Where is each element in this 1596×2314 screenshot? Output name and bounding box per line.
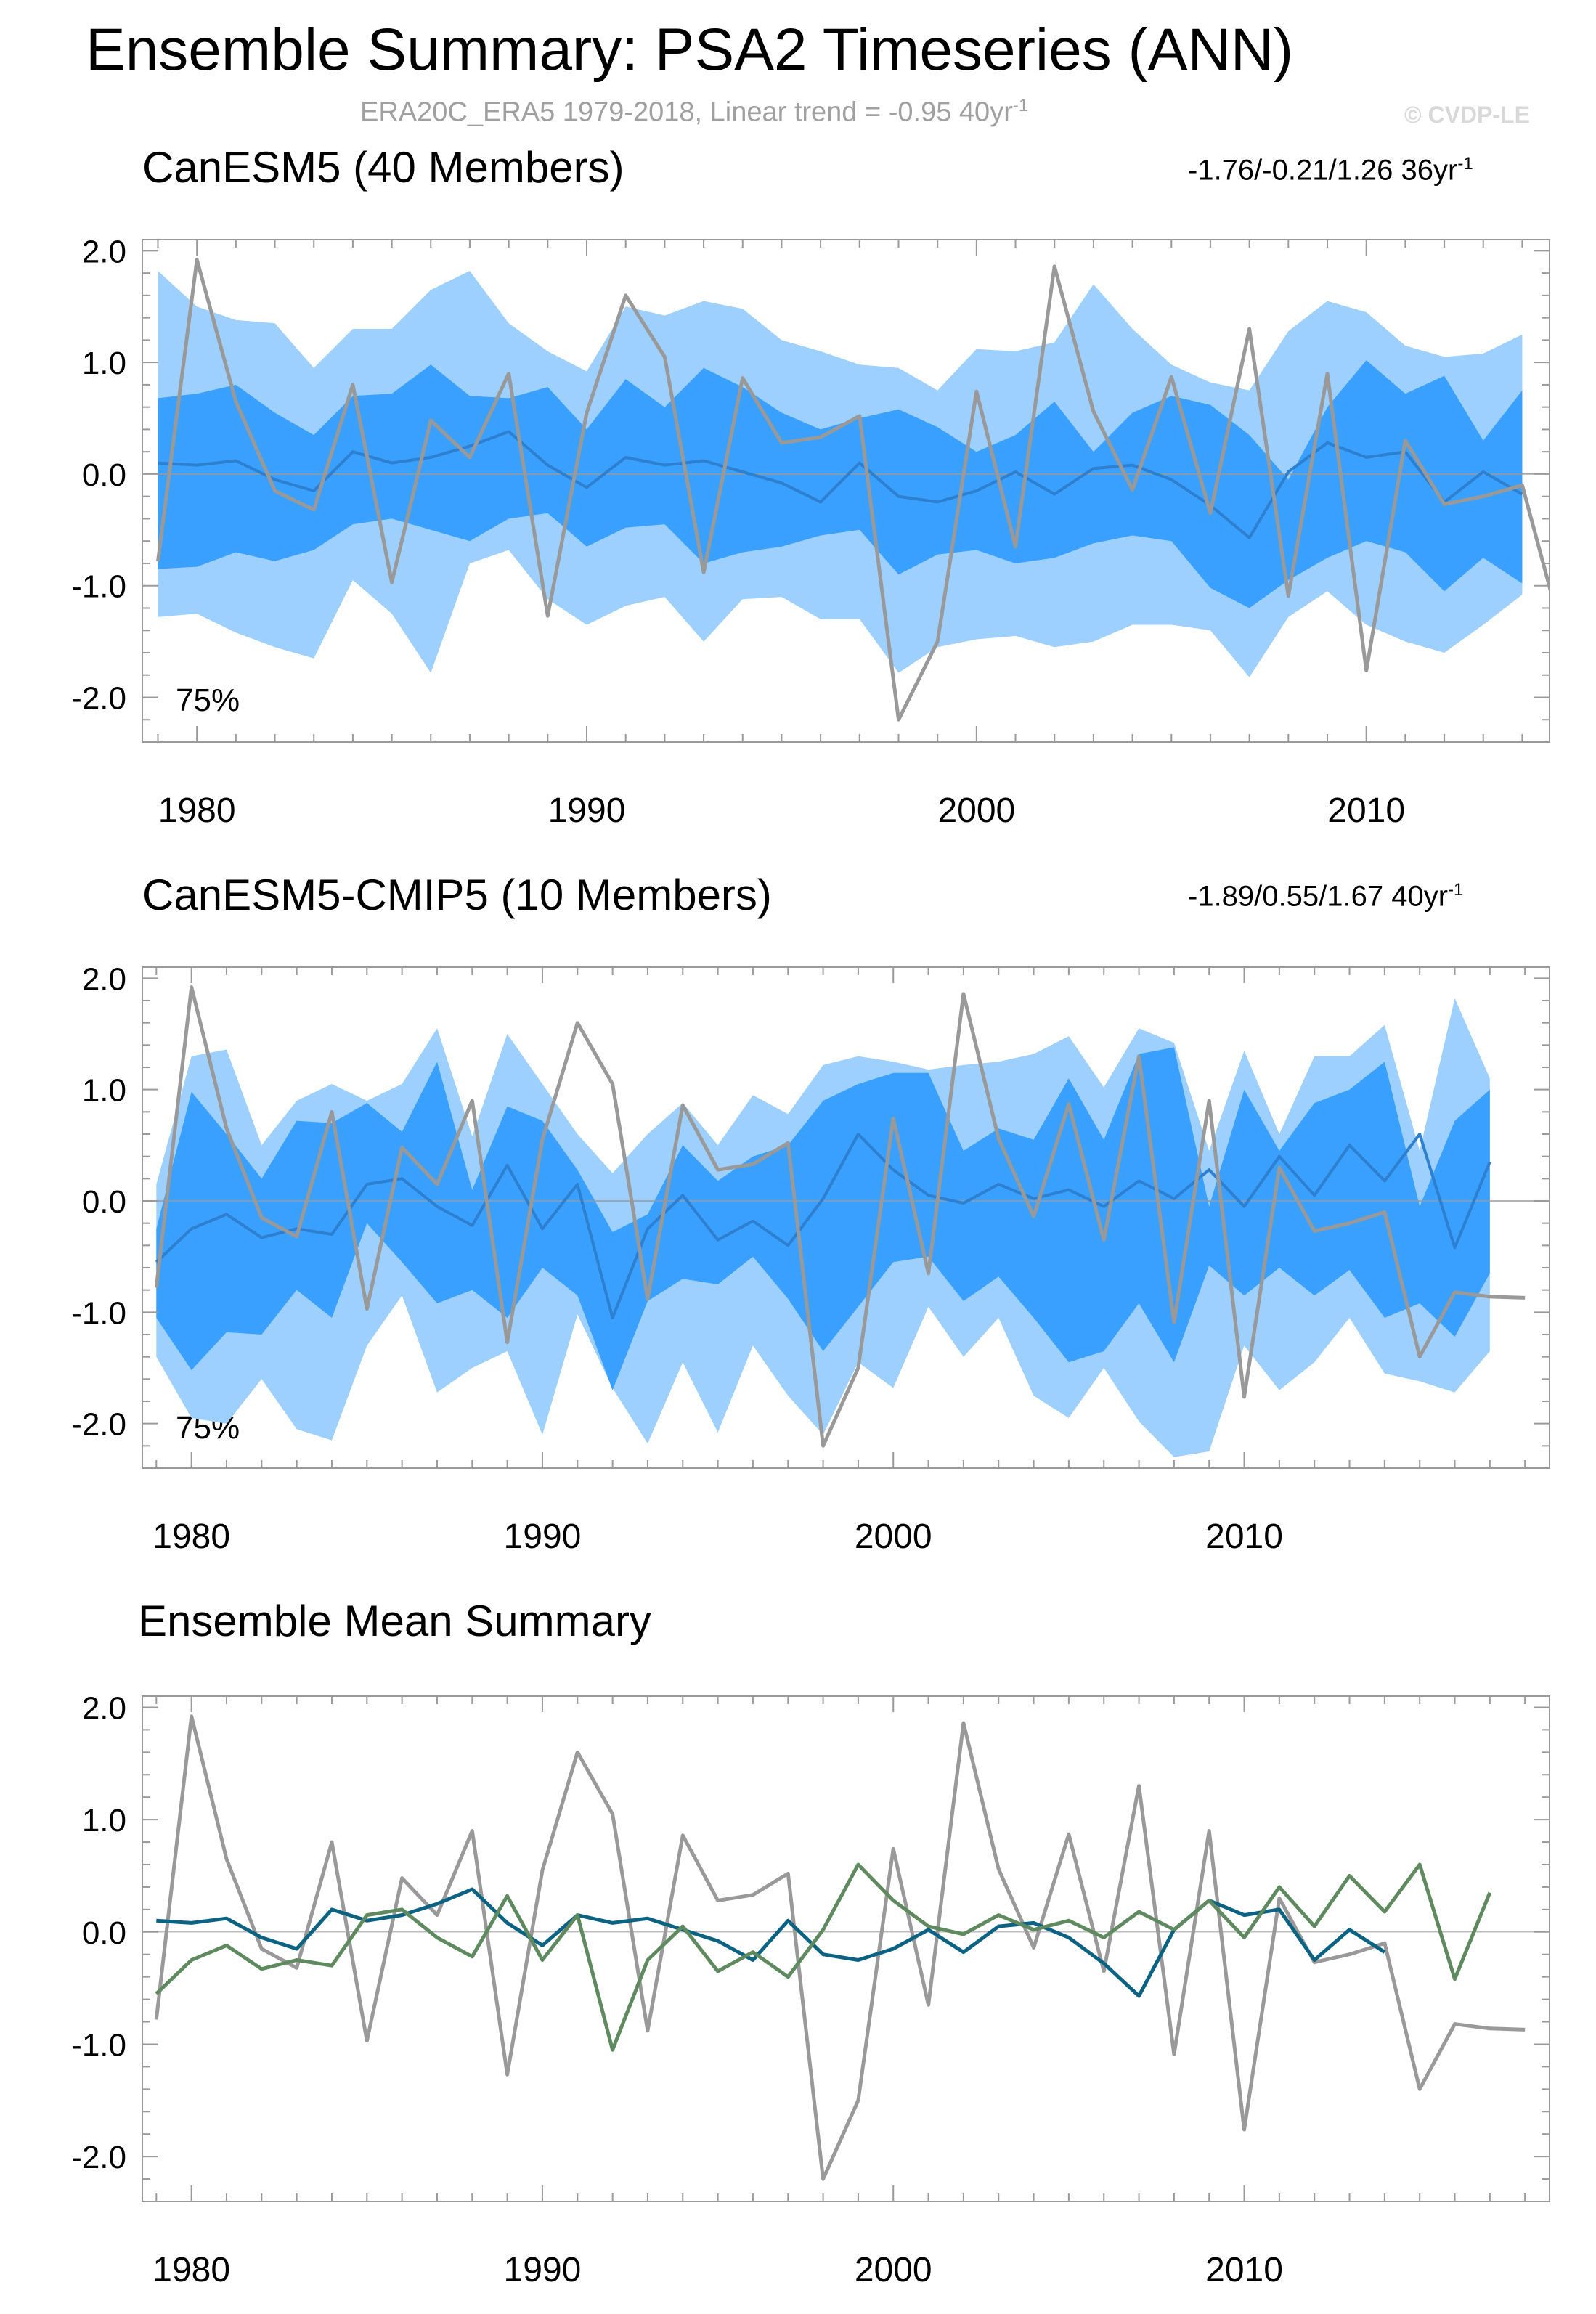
y-tick-label: -1.0: [71, 2027, 126, 2063]
panel1-chart: 2.0 1.0 0.0 -1.0 -2.0 1980 1990 2000 2010: [71, 234, 1550, 830]
subtitle-text: ERA20C_ERA5 1979-2018, Linear trend = -0…: [360, 97, 1013, 128]
y-tick-label: -1.0: [71, 569, 126, 605]
subtitle: ERA20C_ERA5 1979-2018, Linear trend = -0…: [360, 96, 1028, 129]
y-tick-label: -2.0: [71, 1407, 126, 1443]
x-tick-label: 1990: [548, 791, 626, 830]
subtitle-exponent: -1: [1012, 96, 1029, 115]
panel2-stats-exponent: -1: [1448, 880, 1464, 900]
panel2-plot-area: [142, 985, 1550, 1457]
y-tick-label: -2.0: [71, 680, 126, 716]
plot-frame: [142, 1695, 1550, 2202]
panel1-title: CanESM5 (40 Members): [142, 143, 624, 192]
series-line-era20c-era5: [154, 1714, 1526, 2181]
plot-frame: [142, 966, 1550, 1469]
y-tick-label: 1.0: [82, 1803, 126, 1838]
plot-frame: [142, 239, 1550, 743]
x-tick-label: 2000: [937, 791, 1015, 830]
series-line-canesm5-cmip5: [155, 1862, 1492, 2052]
panel1-plot-area: [142, 258, 1550, 722]
x-tick-label: 1980: [158, 791, 236, 830]
x-tick-label: 1980: [152, 1517, 230, 1556]
y-tick-label: -1.0: [71, 1295, 126, 1331]
y-tick-label: 0.0: [82, 457, 126, 493]
panel1-percent-label: 75%: [176, 683, 240, 718]
copyright-label: © CVDP-LE: [1404, 102, 1530, 128]
series-line-canesm5: [156, 1887, 1386, 1998]
x-tick-label: 1990: [504, 2251, 582, 2289]
ensemble-75pct-band: [156, 1047, 1490, 1390]
y-tick-label: 2.0: [82, 234, 126, 269]
y-tick-label: 2.0: [82, 961, 126, 997]
y-tick-label: 1.0: [82, 1073, 126, 1109]
observations-line: [154, 985, 1526, 1448]
panel3-chart: 2.0 1.0 0.0 -1.0 -2.0 1980 1990 2000 2010: [71, 1690, 1550, 2289]
x-tick-label: 1990: [504, 1517, 582, 1556]
panel2-stats: -1.89/0.55/1.67 40yr-1: [1188, 880, 1463, 913]
ensemble-mean-line: [158, 430, 1523, 539]
x-tick-label: 2010: [1327, 791, 1405, 830]
x-tick-label: 2000: [855, 2251, 932, 2289]
x-tick-label: 2010: [1205, 2251, 1283, 2289]
panel3-plot-area: [142, 1714, 1550, 2181]
y-tick-label: 2.0: [82, 1690, 126, 1726]
panel1-stats-text: -1.76/-0.21/1.26 36yr: [1188, 154, 1458, 187]
x-tick-label: 2010: [1205, 1517, 1283, 1556]
ensemble-mean-line: [155, 1133, 1491, 1319]
panel2-stats-text: -1.89/0.55/1.67 40yr: [1188, 880, 1449, 913]
observations-line: [156, 258, 1550, 722]
panel2-chart: 2.0 1.0 0.0 -1.0 -2.0 1980 1990 2000 2010: [71, 961, 1550, 1556]
panel2-title: CanESM5-CMIP5 (10 Members): [142, 871, 772, 919]
y-tick-label: 1.0: [82, 346, 126, 381]
panel1-stats: -1.76/-0.21/1.26 36yr-1: [1188, 154, 1473, 187]
main-title: Ensemble Summary: PSA2 Timeseries (ANN): [86, 17, 1294, 83]
panel1-stats-exponent: -1: [1457, 154, 1473, 174]
y-tick-label: 0.0: [82, 1915, 126, 1951]
x-tick-label: 1980: [152, 2251, 230, 2289]
x-tick-label: 2000: [855, 1517, 932, 1556]
panel3-title: Ensemble Mean Summary: [138, 1597, 651, 1645]
y-tick-label: -2.0: [71, 2140, 126, 2175]
y-tick-label: 0.0: [82, 1184, 126, 1220]
